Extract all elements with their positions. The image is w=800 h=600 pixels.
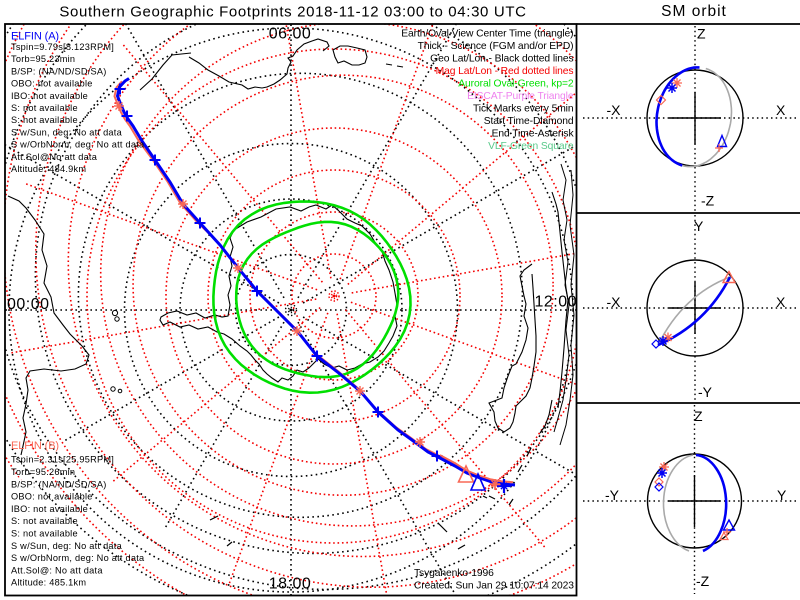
svg-text:End Time-Asterisk: End Time-Asterisk [492,129,575,140]
svg-text:18:00: 18:00 [269,576,312,593]
svg-text:S: not available: S: not available [11,115,78,125]
svg-text:Altitude: 484.9km: Altitude: 484.9km [11,164,86,174]
svg-text:00:00: 00:00 [7,296,50,313]
svg-text:-X: -X [607,294,622,310]
svg-text:S: not available: S: not available [11,529,78,539]
svg-text:Thick - Science (FGM and/or EP: Thick - Science (FGM and/or EPD) [418,41,574,52]
svg-text:Start Time-Diamond: Start Time-Diamond [484,116,574,127]
svg-text:S w/OrbNorm, deg: No att data: S w/OrbNorm, deg: No att data [11,553,145,563]
svg-text:Att.Sol@No att data: Att.Sol@No att data [11,152,98,162]
svg-text:Altitude: 485.1km: Altitude: 485.1km [11,578,86,588]
svg-text:Earth/Oval View Center Time (t: Earth/Oval View Center Time (triangle) [401,29,573,40]
svg-text:Z: Z [694,408,703,424]
svg-text:OBO: not available: OBO: not available [11,79,93,89]
svg-text:-Z: -Z [696,573,710,589]
svg-text:S w/Sun, deg: No att data: S w/Sun, deg: No att data [11,541,123,551]
svg-text:Tick Marks every 5min: Tick Marks every 5min [473,104,574,115]
svg-text:ELFIN (A): ELFIN (A) [11,31,59,43]
svg-text:S w/OrbNorm, deg: No att data: S w/OrbNorm, deg: No att data [11,140,145,150]
svg-text:Created: Sun Jan 29 10:07:14 2: Created: Sun Jan 29 10:07:14 2023 [414,581,574,592]
svg-text:Torb=95.23min: Torb=95.23min [11,54,75,64]
svg-text:S: not available: S: not available [11,516,78,526]
svg-text:IBO: not available: IBO: not available [11,91,88,101]
svg-text:12:00: 12:00 [535,294,578,311]
svg-text:Tspin=9.79s[8.123RPM]: Tspin=9.79s[8.123RPM] [11,42,114,52]
svg-text:Auroral Oval-Green, kp=2: Auroral Oval-Green, kp=2 [458,79,574,90]
svg-text:-Y: -Y [698,384,713,400]
svg-text:B/SP: (NA/ND/SD/SA): B/SP: (NA/ND/SD/SA) [11,479,107,489]
svg-text:IBO: not available: IBO: not available [11,504,88,514]
svg-text:OBO: not available: OBO: not available [11,492,93,502]
svg-text:S: not available: S: not available [11,103,78,113]
svg-text:ELFIN (B): ELFIN (B) [11,440,59,452]
svg-text:B/SP: (NA/ND/SD/SA): B/SP: (NA/ND/SD/SA) [11,66,107,76]
svg-text:Y: Y [694,218,704,234]
svg-text:Southern Geographic Footprints: Southern Geographic Footprints 2018-11-1… [59,4,526,21]
svg-text:X: X [776,102,786,118]
svg-text:Mag Lat/Lon - Red dotted lines: Mag Lat/Lon - Red dotted lines [436,66,574,77]
svg-text:X: X [776,294,786,310]
svg-text:06:00: 06:00 [269,26,312,43]
svg-text:EISCAT-Purple Triangle: EISCAT-Purple Triangle [467,91,574,102]
svg-text:Z: Z [697,26,706,42]
svg-text:Tspin=2.31s[25.95RPM]: Tspin=2.31s[25.95RPM] [11,455,114,465]
svg-text:S w/Sun, deg: No att data: S w/Sun, deg: No att data [11,127,123,137]
svg-text:-Z: -Z [701,193,715,209]
svg-text:-Y: -Y [605,487,620,503]
svg-text:Att.Sol@: No att data: Att.Sol@: No att data [11,565,103,575]
svg-text:SM orbit: SM orbit [661,3,727,20]
svg-text:Geo Lat/Lon - Black dotted lin: Geo Lat/Lon - Black dotted lines [430,54,573,65]
svg-text:Torb=95.26min: Torb=95.26min [11,467,75,477]
svg-text:-X: -X [607,102,622,118]
svg-text:Tsyganenko-1996: Tsyganenko-1996 [414,568,494,579]
svg-text:VLF-Green Square: VLF-Green Square [488,141,574,152]
svg-text:Y: Y [777,487,787,503]
